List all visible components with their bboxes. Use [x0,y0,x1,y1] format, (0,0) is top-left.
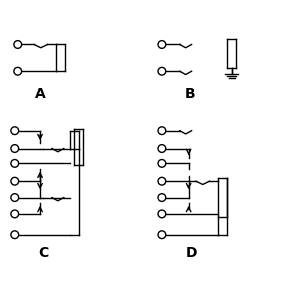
Text: B: B [185,86,195,100]
Text: C: C [38,245,48,260]
Text: D: D [186,245,197,260]
Text: A: A [35,86,45,100]
